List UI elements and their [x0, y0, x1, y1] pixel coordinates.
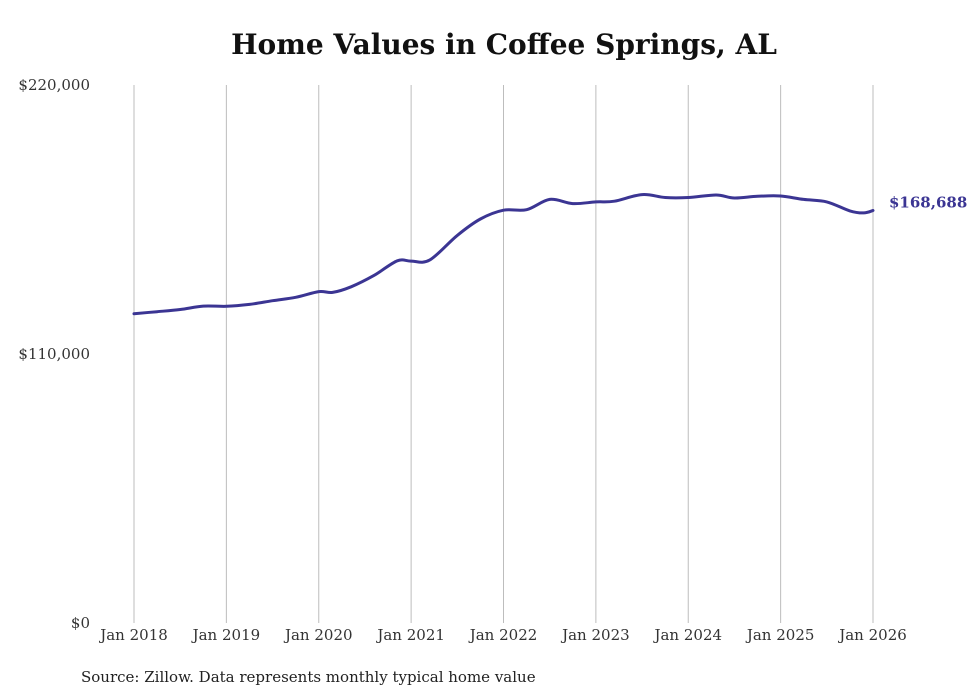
x-tick-label: Jan 2024: [652, 626, 722, 644]
x-tick-label: Jan 2025: [745, 626, 815, 644]
x-axis-ticks: Jan 2018 Jan 2019 Jan 2020 Jan 2021 Jan 2022…: [98, 626, 907, 644]
y-tick-label: $0: [71, 614, 90, 632]
source-note: Source: Zillow. Data represents monthly …: [81, 668, 536, 686]
series-line: [132, 193, 875, 316]
x-tick-label: Jan 2026: [837, 626, 907, 644]
x-tick-label: Jan 2021: [375, 626, 445, 644]
x-tick-label: Jan 2023: [560, 626, 630, 644]
chart-title: Home Values in Coffee Springs, AL: [231, 28, 777, 61]
x-tick-label: Jan 2020: [283, 626, 353, 644]
x-tick-label: Jan 2018: [98, 626, 168, 644]
gridlines: [133, 85, 874, 623]
x-tick-label: Jan 2019: [191, 626, 261, 644]
y-tick-label: $220,000: [18, 76, 90, 94]
end-value-label: $168,688: [889, 193, 967, 211]
y-axis-ticks: $0 $110,000 $220,000: [18, 76, 90, 632]
x-tick-label: Jan 2022: [468, 626, 538, 644]
y-tick-label: $110,000: [18, 345, 90, 363]
